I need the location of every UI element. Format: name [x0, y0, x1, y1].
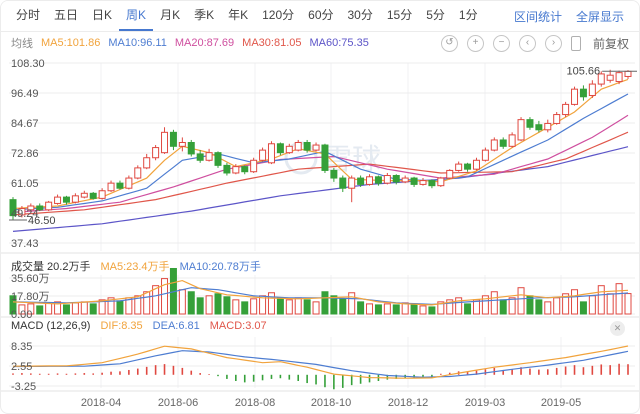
tab-120min[interactable]: 120分 [262, 8, 295, 22]
range-stats-link[interactable]: 区间统计 [513, 9, 562, 24]
x-label: 2018-08 [234, 397, 276, 409]
x-axis: 2018-04 2018-06 2018-08 2018-10 2018-12 … [1, 394, 639, 413]
svg-text:35.60万: 35.60万 [11, 273, 50, 285]
ma-bar-title: 均线 [11, 38, 33, 50]
tab-rik[interactable]: 日K [92, 8, 113, 22]
svg-text:46.50: 46.50 [28, 215, 56, 227]
svg-text:49.24: 49.24 [11, 208, 39, 220]
x-label: 2018-04 [80, 397, 122, 409]
svg-text:-3.25: -3.25 [11, 381, 36, 393]
ma30-value: MA30:81.05 [242, 37, 302, 49]
kline-chart-canvas[interactable]: 雪球108.3096.4984.6772.8661.0549.2437.4335… [1, 55, 640, 393]
svg-text:37.43: 37.43 [11, 238, 39, 250]
svg-text:2.55: 2.55 [11, 361, 32, 373]
tab-wuri[interactable]: 五日 [54, 8, 79, 22]
ma5-value: MA5:101.86 [41, 37, 101, 49]
adjust-mode-toggle[interactable]: 前复权 [592, 36, 629, 51]
pan-right-icon[interactable]: › [544, 34, 562, 52]
tab-niank[interactable]: 年K [228, 8, 249, 22]
ma60-value: MA60:75.35 [309, 37, 369, 49]
svg-text:61.05: 61.05 [11, 178, 39, 190]
tab-5min[interactable]: 5分 [426, 8, 445, 22]
svg-text:8.35: 8.35 [11, 341, 32, 353]
pan-left-icon[interactable]: ‹ [518, 34, 536, 52]
fullscreen-link[interactable]: 全屏显示 [575, 9, 624, 24]
tab-60min[interactable]: 60分 [308, 8, 334, 22]
ma10-value: MA10:96.11 [108, 37, 167, 49]
svg-text:105.66: 105.66 [567, 66, 601, 78]
chart-tools: ↺ + − ‹ › 前复权 [440, 34, 629, 52]
svg-text:96.49: 96.49 [11, 88, 39, 100]
close-macd-icon[interactable]: ✕ [610, 321, 625, 336]
svg-text:108.30: 108.30 [11, 58, 45, 70]
x-label: 2019-03 [464, 397, 506, 409]
svg-text:17.80万: 17.80万 [11, 291, 50, 303]
x-label: 2018-10 [310, 397, 352, 409]
svg-text:84.67: 84.67 [11, 118, 39, 130]
svg-text:72.86: 72.86 [11, 148, 39, 160]
zoom-in-icon[interactable]: + [466, 34, 484, 52]
period-toolbar: 分时 五日 日K 周K 月K 季K 年K 120分 60分 30分 15分 5分… [1, 1, 639, 32]
phone-icon[interactable] [570, 35, 581, 51]
tab-yuek[interactable]: 月K [160, 8, 181, 22]
reset-icon[interactable]: ↺ [440, 34, 458, 52]
tab-30min[interactable]: 30分 [347, 8, 373, 22]
x-label: 2019-05 [540, 397, 582, 409]
tab-1min[interactable]: 1分 [458, 8, 478, 22]
ma20-value: MA20:87.69 [174, 37, 235, 49]
zoom-out-icon[interactable]: − [492, 34, 510, 52]
x-label: 2018-12 [387, 397, 429, 409]
tab-15min[interactable]: 15分 [386, 8, 413, 22]
ma-legend-bar: 均线 MA5:101.86 MA10:96.11 MA20:87.69 MA30… [1, 32, 639, 54]
x-label: 2018-06 [157, 397, 199, 409]
tab-zhouk[interactable]: 周K [119, 1, 154, 31]
tab-jik[interactable]: 季K [194, 8, 215, 22]
tab-fenshi[interactable]: 分时 [16, 8, 41, 22]
svg-text:0.00: 0.00 [11, 309, 32, 321]
